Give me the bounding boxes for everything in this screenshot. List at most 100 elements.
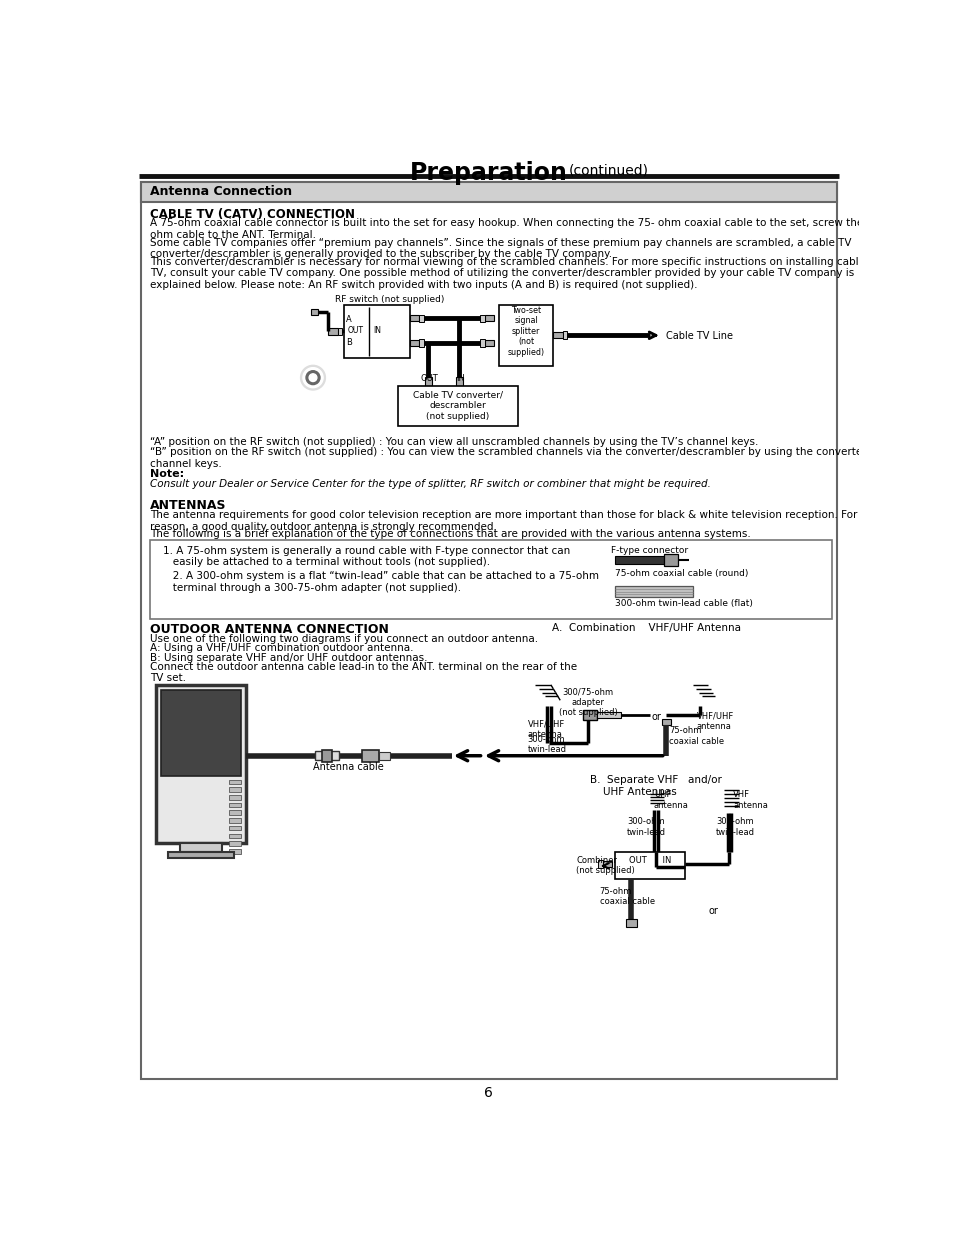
Text: OUT: OUT bbox=[420, 374, 438, 383]
Text: A: A bbox=[346, 315, 352, 325]
Bar bbox=[425, 377, 431, 387]
Bar bbox=[663, 555, 678, 567]
Bar bbox=[229, 787, 241, 792]
Text: 300-ohm
twin-lead: 300-ohm twin-lead bbox=[716, 818, 754, 837]
Text: Antenna cable: Antenna cable bbox=[313, 762, 384, 772]
Bar bbox=[583, 710, 597, 720]
Text: VHF/UHF
antenna: VHF/UHF antenna bbox=[527, 720, 564, 739]
Bar bbox=[229, 803, 241, 808]
Bar bbox=[229, 779, 241, 784]
Bar bbox=[344, 305, 410, 358]
Text: UHF
antenna: UHF antenna bbox=[654, 790, 688, 810]
Text: Some cable TV companies offer “premium pay channels”. Since the signals of these: Some cable TV companies offer “premium p… bbox=[150, 237, 851, 259]
Text: The following is a brief explanation of the type of connections that are provide: The following is a brief explanation of … bbox=[150, 530, 750, 540]
Bar bbox=[410, 315, 418, 321]
Circle shape bbox=[309, 374, 316, 382]
Text: A 75-ohm coaxial cable connector is built into the set for easy hookup. When con: A 75-ohm coaxial cable connector is buil… bbox=[150, 219, 882, 240]
Bar bbox=[598, 861, 602, 868]
Text: 300/75-ohm
adapter
(not supplied): 300/75-ohm adapter (not supplied) bbox=[558, 687, 617, 718]
Text: B: Using separate VHF and/or UHF outdoor antennas.: B: Using separate VHF and/or UHF outdoor… bbox=[150, 652, 427, 662]
Text: A.  Combination    VHF/UHF Antenna: A. Combination VHF/UHF Antenna bbox=[551, 624, 740, 634]
Bar bbox=[410, 340, 418, 346]
Bar bbox=[229, 826, 241, 830]
Bar bbox=[328, 329, 337, 335]
Text: 75-ohm
coaxial cable: 75-ohm coaxial cable bbox=[599, 887, 654, 906]
Text: 75-ohm
coaxial cable: 75-ohm coaxial cable bbox=[669, 726, 724, 746]
Bar bbox=[361, 750, 378, 762]
Text: 6: 6 bbox=[484, 1086, 493, 1100]
Bar bbox=[562, 331, 567, 340]
Bar bbox=[378, 752, 390, 760]
Text: 75-ohm coaxial cable (round): 75-ohm coaxial cable (round) bbox=[615, 569, 748, 578]
Text: or: or bbox=[651, 711, 660, 721]
Text: Preparation: Preparation bbox=[410, 161, 567, 184]
Text: 2. A 300-ohm system is a flat “twin-lead” cable that can be attached to a 75-ohm: 2. A 300-ohm system is a flat “twin-lead… bbox=[162, 571, 598, 593]
Bar bbox=[229, 848, 241, 853]
Text: VHF/UHF
antenna: VHF/UHF antenna bbox=[696, 711, 733, 731]
Bar bbox=[480, 340, 484, 347]
Bar bbox=[311, 309, 318, 315]
Text: RF switch (not supplied): RF switch (not supplied) bbox=[335, 295, 443, 304]
Bar bbox=[229, 841, 241, 846]
Text: F-type connector: F-type connector bbox=[611, 546, 688, 556]
Text: IN: IN bbox=[373, 326, 381, 335]
Text: Antenna Connection: Antenna Connection bbox=[150, 185, 292, 198]
Text: Cable TV converter/
descrambler
(not supplied): Cable TV converter/ descrambler (not sup… bbox=[413, 390, 502, 421]
Text: This converter/descrambler is necessary for normal viewing of the scrambled chan: This converter/descrambler is necessary … bbox=[150, 257, 864, 290]
Text: “B” position on the RF switch (not supplied) : You can view the scrambled channe: “B” position on the RF switch (not suppl… bbox=[150, 447, 875, 468]
Bar bbox=[615, 556, 665, 564]
Bar bbox=[141, 182, 836, 203]
Bar bbox=[179, 842, 222, 852]
Bar bbox=[615, 587, 692, 597]
Text: Connect the outdoor antenna cable lead-in to the ANT. terminal on the rear of th: Connect the outdoor antenna cable lead-i… bbox=[150, 662, 577, 683]
Bar bbox=[480, 315, 484, 322]
Text: “A” position on the RF switch (not supplied) : You can view all unscrambled chan: “A” position on the RF switch (not suppl… bbox=[150, 437, 758, 447]
Bar bbox=[625, 919, 637, 926]
Text: The antenna requirements for good color television reception are more important : The antenna requirements for good color … bbox=[150, 510, 880, 532]
Bar bbox=[229, 810, 241, 815]
Text: A: Using a VHF/UHF combination outdoor antenna.: A: Using a VHF/UHF combination outdoor a… bbox=[150, 643, 414, 653]
Bar bbox=[418, 315, 423, 322]
Text: or: or bbox=[707, 906, 718, 916]
Bar bbox=[498, 305, 553, 366]
Bar bbox=[397, 387, 517, 426]
Bar bbox=[602, 861, 612, 867]
Text: 300-ohm
twin-lead: 300-ohm twin-lead bbox=[626, 818, 665, 837]
Bar bbox=[229, 795, 241, 799]
Text: B: B bbox=[346, 338, 352, 347]
Bar bbox=[337, 327, 342, 336]
Text: OUT      IN: OUT IN bbox=[628, 856, 671, 864]
Bar bbox=[553, 332, 562, 338]
Bar bbox=[484, 340, 494, 346]
Text: 300-ohm twin-lead cable (flat): 300-ohm twin-lead cable (flat) bbox=[615, 599, 752, 609]
Text: Two-set
signal
splitter
(not
supplied): Two-set signal splitter (not supplied) bbox=[507, 306, 544, 357]
Bar bbox=[229, 818, 241, 823]
Bar bbox=[661, 719, 670, 725]
Bar bbox=[597, 711, 620, 718]
Text: CABLE TV (CATV) CONNECTION: CABLE TV (CATV) CONNECTION bbox=[150, 209, 355, 221]
Circle shape bbox=[306, 370, 319, 384]
Text: Cable TV Line: Cable TV Line bbox=[665, 331, 732, 341]
Bar bbox=[615, 852, 684, 879]
Text: OUTDOOR ANTENNA CONNECTION: OUTDOOR ANTENNA CONNECTION bbox=[150, 624, 389, 636]
Text: IN: IN bbox=[456, 374, 465, 383]
Bar bbox=[321, 750, 332, 762]
Bar bbox=[168, 852, 233, 858]
Text: 1. A 75-ohm system is generally a round cable with F-type connector that can
   : 1. A 75-ohm system is generally a round … bbox=[162, 546, 569, 567]
Text: ANTENNAS: ANTENNAS bbox=[150, 499, 227, 511]
Circle shape bbox=[300, 366, 325, 390]
Text: (continued): (continued) bbox=[568, 163, 648, 178]
Bar bbox=[484, 315, 494, 321]
Bar bbox=[156, 685, 245, 842]
Text: Use one of the following two diagrams if you connect an outdoor antenna.: Use one of the following two diagrams if… bbox=[150, 634, 537, 645]
Text: B.  Separate VHF   and/or
    UHF Antennas: B. Separate VHF and/or UHF Antennas bbox=[589, 776, 720, 797]
Text: VHF
antenna: VHF antenna bbox=[732, 790, 767, 810]
Text: Note:: Note: bbox=[150, 468, 184, 478]
Bar bbox=[150, 540, 831, 619]
Text: 300-ohm
twin-lead: 300-ohm twin-lead bbox=[527, 735, 566, 755]
Bar bbox=[161, 689, 241, 776]
Text: Combiner
(not supplied): Combiner (not supplied) bbox=[576, 856, 635, 876]
Bar bbox=[456, 377, 462, 387]
Bar bbox=[229, 834, 241, 839]
Bar bbox=[418, 340, 423, 347]
